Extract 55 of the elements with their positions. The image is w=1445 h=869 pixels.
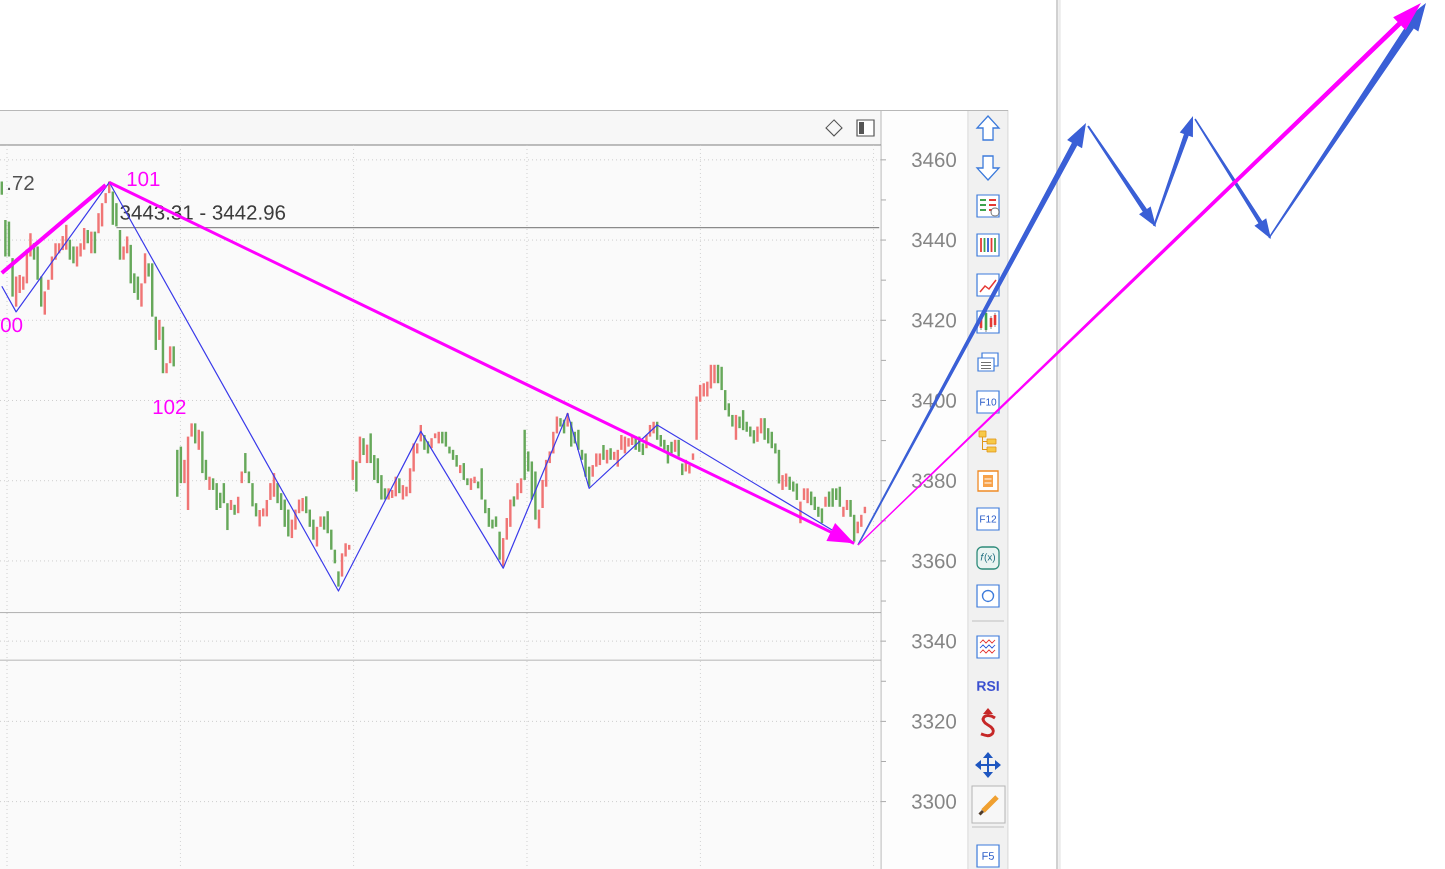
candlestick <box>190 423 193 437</box>
candlestick <box>788 476 791 490</box>
candlestick <box>713 364 716 384</box>
annotation: .72 <box>8 175 34 190</box>
annotation: 102 <box>153 399 186 415</box>
candlestick <box>602 445 605 460</box>
y-tick-label: 3460 <box>911 152 957 168</box>
candlestick <box>355 461 358 492</box>
y-tick-label: 3360 <box>911 553 957 569</box>
y-tick-label: 3320 <box>911 714 957 729</box>
candlestick <box>720 366 723 391</box>
candlestick <box>480 468 483 500</box>
y-tick-label: 3340 <box>911 633 957 649</box>
candlestick <box>806 488 809 504</box>
candlestick <box>430 438 433 449</box>
candlestick <box>362 438 365 456</box>
candlestick <box>140 283 143 307</box>
candlestick <box>226 503 229 531</box>
candlestick <box>47 279 50 290</box>
candlestick <box>677 439 680 457</box>
y-tick-label: 3440 <box>911 232 957 248</box>
candlestick <box>577 429 580 450</box>
text: F12 <box>980 515 997 523</box>
candlestick <box>824 496 827 507</box>
candlestick <box>398 478 401 494</box>
candlestick <box>172 346 175 367</box>
candlestick <box>831 488 834 507</box>
candlestick <box>233 504 236 515</box>
candlestick <box>688 465 691 474</box>
text: F5 <box>982 852 994 860</box>
candlestick <box>337 571 340 587</box>
candlestick <box>609 448 612 460</box>
candlestick <box>301 497 304 512</box>
candlestick <box>441 431 444 444</box>
text: RSI <box>977 681 999 691</box>
candlestick <box>763 418 766 440</box>
candlestick <box>498 531 501 560</box>
candlestick <box>208 476 211 490</box>
text: f(x) <box>980 553 996 563</box>
candlestick <box>104 193 107 204</box>
y-tick-label: 3300 <box>911 794 957 809</box>
candlestick <box>620 434 623 450</box>
candlestick <box>258 510 261 527</box>
candlestick <box>4 219 7 257</box>
annotation: 00 <box>1 317 23 333</box>
annotation: 101 <box>127 171 160 187</box>
candlestick <box>781 475 784 490</box>
candlestick <box>176 449 179 497</box>
candlestick <box>90 231 93 254</box>
candlestick <box>523 429 526 480</box>
candlestick <box>319 516 322 527</box>
candlestick <box>158 319 161 340</box>
y-tick-label: 3420 <box>911 313 957 328</box>
text: F10 <box>980 398 997 406</box>
candlestick <box>165 363 168 374</box>
